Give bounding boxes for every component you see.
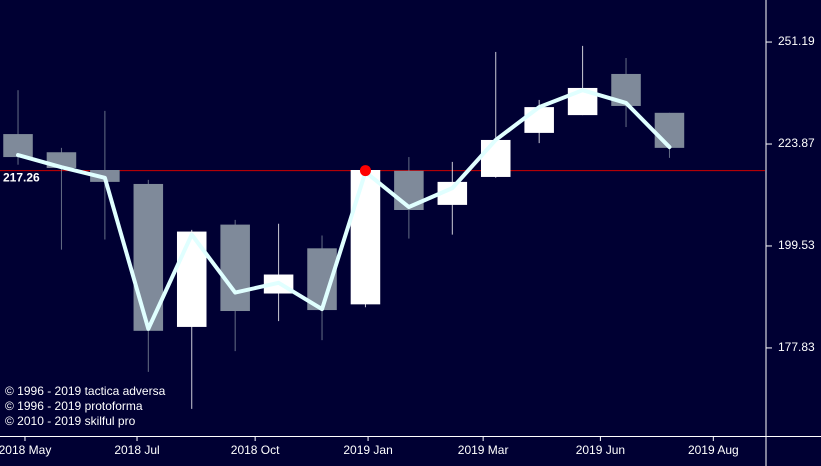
copyright: © 1996 - 2019 tactica adversa	[5, 384, 166, 398]
candle-body	[350, 169, 381, 305]
candle-body	[524, 107, 554, 133]
x-tick-label: 2019 Aug	[688, 443, 739, 457]
y-tick-label: 251.19	[778, 34, 815, 48]
candle-body	[220, 224, 250, 312]
copyright: © 2010 - 2019 skilful pro	[5, 414, 136, 428]
x-tick-label: 2018 Oct	[231, 443, 280, 457]
y-tick-label: 177.83	[778, 340, 815, 354]
candle-body	[480, 139, 511, 177]
candle-body	[3, 134, 33, 158]
x-tick-label: 2018 May	[0, 443, 51, 457]
copyright: © 1996 - 2019 protoforma	[5, 399, 143, 413]
candle-body	[437, 181, 468, 205]
x-tick-label: 2018 Jul	[114, 443, 159, 457]
y-tick-label: 199.53	[778, 238, 815, 252]
trend-line	[16, 88, 672, 331]
x-tick-label: 2019 Jan	[343, 443, 392, 457]
level-label: 217.26	[3, 171, 40, 185]
level-marker	[359, 165, 371, 177]
candle-body	[654, 112, 685, 148]
x-tick-label: 2019 Jun	[576, 443, 625, 457]
y-tick-label: 223.87	[778, 136, 815, 150]
x-tick-label: 2019 Mar	[458, 443, 509, 457]
